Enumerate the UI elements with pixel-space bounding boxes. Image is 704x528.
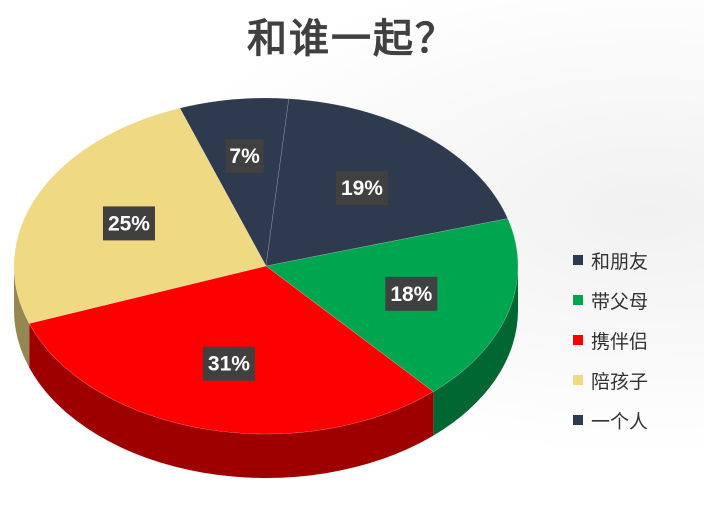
data-label-1: 7% <box>225 139 264 174</box>
data-label-box <box>385 276 438 311</box>
data-label-box <box>202 346 255 381</box>
pie-slices <box>13 97 519 435</box>
data-label-box <box>335 171 388 206</box>
pie-depth <box>14 266 518 478</box>
legend-label: 携伴侣 <box>591 330 649 353</box>
legend-item: 一个人 <box>573 400 648 440</box>
legend-item: 和朋友 <box>573 240 648 280</box>
chart-title: 和谁一起？ <box>247 16 457 62</box>
data-label-text: 7% <box>229 145 260 168</box>
legend-item: 带父母 <box>573 280 648 320</box>
data-label-3: 18% <box>385 276 438 311</box>
legend-label: 一个人 <box>591 410 649 433</box>
legend-label: 陪孩子 <box>591 370 649 393</box>
legend-item: 陪孩子 <box>573 360 648 400</box>
data-labels: 7% 19% 18% 31% 25% <box>102 139 438 381</box>
data-label-text: 25% <box>108 212 150 235</box>
data-label-text: 18% <box>390 283 432 306</box>
legend: 和朋友带父母携伴侣陪孩子一个人 <box>573 240 648 440</box>
pie-side-4 <box>29 323 434 478</box>
legend-label: 带父母 <box>591 290 649 313</box>
data-label-box <box>225 139 264 174</box>
legend-label: 和朋友 <box>591 250 649 273</box>
legend-swatch <box>573 415 583 425</box>
data-label-box <box>102 206 155 241</box>
pie-side-5 <box>14 266 30 368</box>
data-label-2: 19% <box>335 171 388 206</box>
legend-swatch <box>573 335 583 345</box>
legend-swatch <box>573 255 583 265</box>
legend-swatch <box>573 375 583 385</box>
data-label-5: 25% <box>102 206 155 241</box>
legend-swatch <box>573 295 583 305</box>
legend-item: 携伴侣 <box>573 320 648 360</box>
pie-side-3 <box>433 266 518 436</box>
data-label-4: 31% <box>202 346 255 381</box>
data-label-text: 19% <box>341 177 383 200</box>
data-label-text: 31% <box>208 353 250 376</box>
